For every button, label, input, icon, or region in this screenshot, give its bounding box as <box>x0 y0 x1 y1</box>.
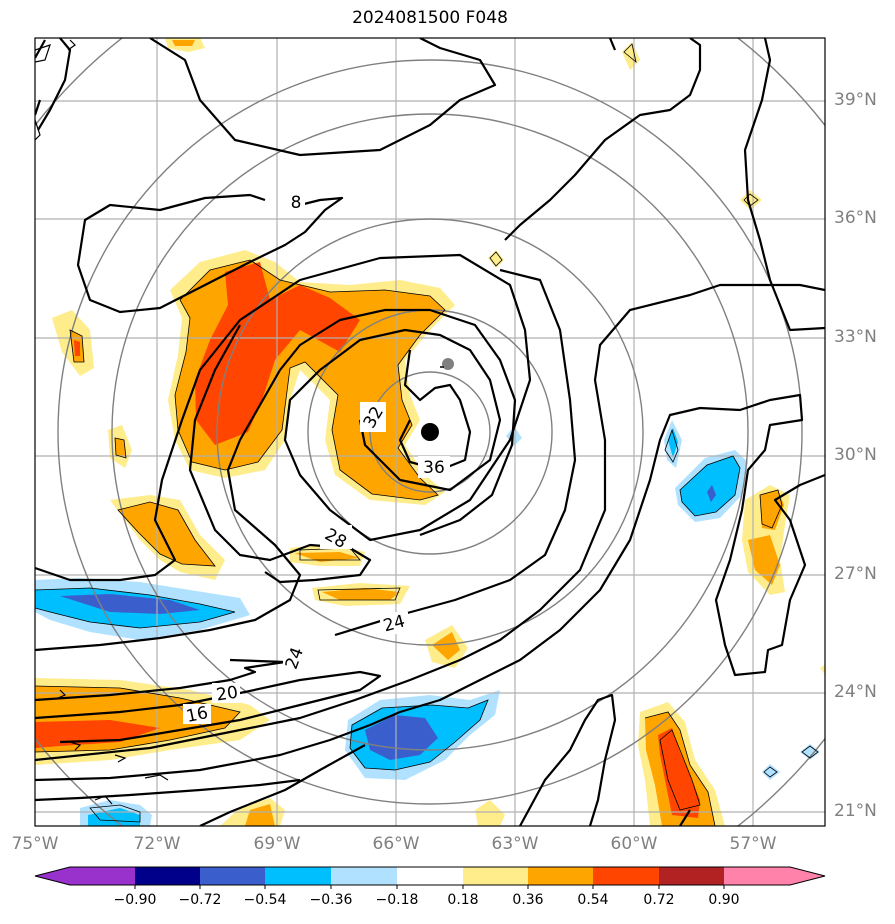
contour-lines <box>35 38 825 826</box>
colorbar-outline <box>34 866 826 886</box>
shading-outlines <box>35 259 741 826</box>
colorbar-segment-3 <box>200 867 265 885</box>
lat-label-27n: 27°N <box>834 564 877 584</box>
contour-label-16: 16 <box>185 703 210 727</box>
colorbar-over-arrow <box>790 867 825 885</box>
lon-label-72w: 72°W <box>133 834 181 854</box>
contour-label-36: 36 <box>423 458 445 478</box>
lon-label-66w: 66°W <box>372 834 420 854</box>
colorbar-tick-label: −0.18 <box>375 892 419 908</box>
shaded-field-negative <box>35 420 820 826</box>
lat-label-36n: 36°N <box>834 208 877 228</box>
lat-label-24n: 24°N <box>834 682 877 702</box>
coastline <box>35 39 169 805</box>
contour-label-8: 8 <box>291 193 302 213</box>
contour-label-backgrounds <box>183 192 450 724</box>
colorbar-segment-2 <box>135 867 200 885</box>
contour-label-20: 20 <box>215 683 239 706</box>
lon-label-69w: 69°W <box>253 834 301 854</box>
colorbar-segment-9 <box>593 867 659 885</box>
colorbar-tick-label: −0.72 <box>178 892 222 908</box>
colorbar <box>34 866 826 889</box>
colorbar-segment-8 <box>528 867 593 885</box>
colorbar-tick-label: 0.36 <box>512 892 544 908</box>
colorbar-segment-4 <box>265 867 331 885</box>
colorbar-tick-label: 0.90 <box>708 892 740 908</box>
colorbar-segment-7 <box>463 867 528 885</box>
colorbar-tick-label: −0.90 <box>113 892 157 908</box>
graticule <box>35 38 825 826</box>
lat-label-39n: 39°N <box>834 90 877 110</box>
lat-label-21n: 21°N <box>834 801 877 821</box>
lat-label-30n: 30°N <box>834 445 877 465</box>
minor-outlines <box>69 43 819 823</box>
colorbar-under-arrow <box>35 867 70 885</box>
colorbar-segment-1 <box>70 867 135 885</box>
lon-label-75w: 75°W <box>11 834 59 854</box>
lat-label-33n: 33°N <box>834 327 877 347</box>
colorbar-segment-10 <box>659 867 724 885</box>
colorbar-segment-11 <box>724 867 790 885</box>
colorbar-tick-label: −0.36 <box>309 892 353 908</box>
colorbar-tick-label: 0.72 <box>643 892 675 908</box>
storm-center-marker[interactable] <box>421 423 439 441</box>
colorbar-tick-label: 0.18 <box>447 892 479 908</box>
lon-label-60w: 60°W <box>610 834 658 854</box>
map-frame <box>34 37 826 827</box>
lon-label-63w: 63°W <box>491 834 539 854</box>
secondary-center-marker[interactable] <box>442 358 454 370</box>
map-title: 2024081500 F048 <box>352 8 508 28</box>
colorbar-segment-6 <box>397 867 463 885</box>
lon-label-57w: 57°W <box>729 834 777 854</box>
colorbar-tick-label: 0.54 <box>577 892 609 908</box>
colorbar-segment-5 <box>331 867 397 885</box>
colorbar-tick-label: −0.54 <box>243 892 287 908</box>
